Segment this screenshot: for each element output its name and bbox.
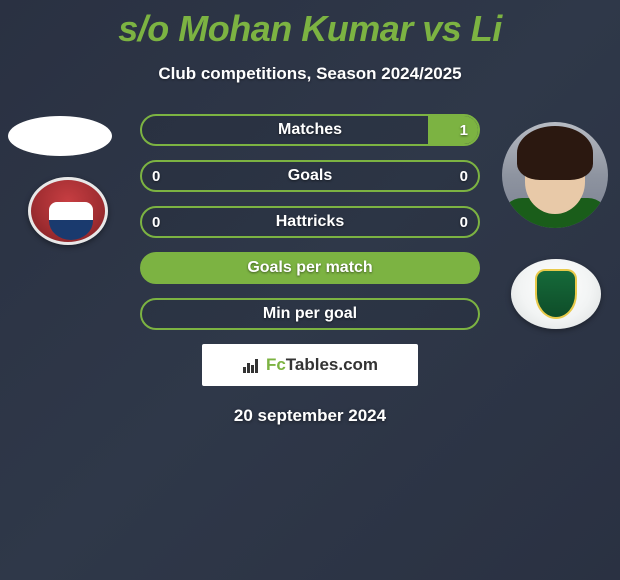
stat-label: Hattricks — [276, 213, 344, 231]
page-title: s/o Mohan Kumar vs Li — [0, 0, 620, 50]
stat-value-left: 0 — [152, 168, 160, 185]
stat-row-hattricks: 0 Hattricks 0 — [140, 206, 480, 238]
subtitle: Club competitions, Season 2024/2025 — [0, 64, 620, 84]
stat-label: Goals — [288, 167, 332, 185]
stat-label: Min per goal — [263, 305, 357, 323]
stat-label: Goals per match — [247, 259, 372, 277]
bar-chart-icon — [242, 357, 262, 373]
stat-value-right: 0 — [460, 214, 468, 231]
stat-value-left: 0 — [152, 214, 160, 231]
stat-row-min-per-goal: Min per goal — [140, 298, 480, 330]
stat-row-goals: 0 Goals 0 — [140, 160, 480, 192]
stat-label: Matches — [278, 121, 342, 139]
stat-row-matches: Matches 1 — [140, 114, 480, 146]
stats-container: Matches 1 0 Goals 0 0 Hattricks 0 Goals … — [0, 114, 620, 330]
stat-fill — [428, 116, 478, 144]
watermark-text: FcTables.com — [266, 355, 378, 375]
stat-value-right: 0 — [460, 168, 468, 185]
date-text: 20 september 2024 — [0, 406, 620, 426]
stat-row-goals-per-match: Goals per match — [140, 252, 480, 284]
stat-value-right: 1 — [460, 122, 468, 139]
watermark: FcTables.com — [202, 344, 418, 386]
